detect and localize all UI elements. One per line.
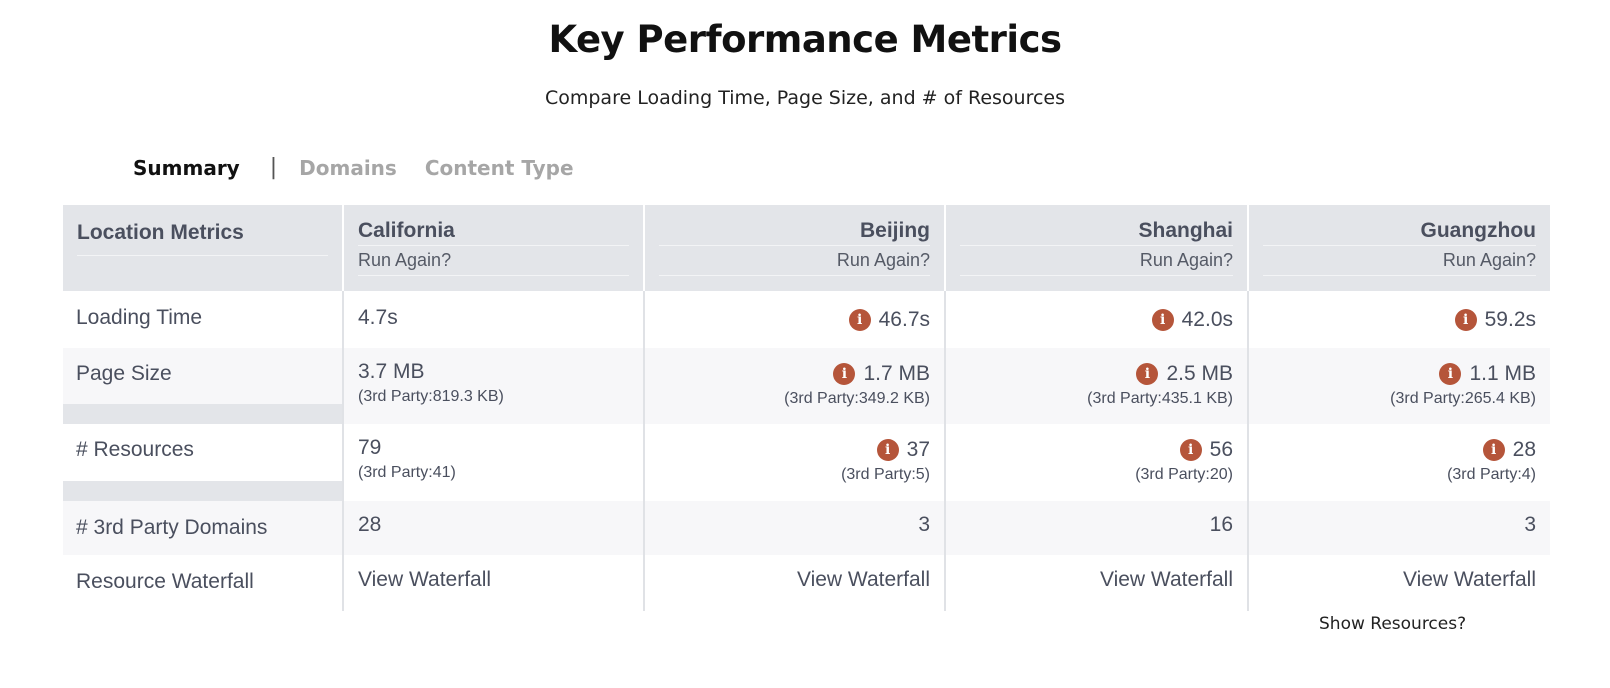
- cell-value: 2.5 MB: [1166, 362, 1233, 385]
- tab-summary[interactable]: Summary: [133, 155, 240, 180]
- warning-icon[interactable]: i: [1439, 363, 1462, 385]
- warning-icon[interactable]: i: [1179, 439, 1202, 461]
- cell-value: 42.0s: [1181, 308, 1233, 331]
- cell-value: 56: [1209, 438, 1233, 461]
- table-row-third-party-domains: # 3rd Party Domains 28 3 16 3: [63, 501, 1550, 555]
- cell-waterfall-shanghai: View Waterfall: [944, 555, 1248, 611]
- third-party-count: (3rd Party:41): [358, 464, 456, 481]
- run-again-link[interactable]: Run Again?: [960, 246, 1233, 276]
- cell-page-size-beijing: i 1.7 MB (3rd Party:349.2 KB): [643, 348, 945, 424]
- location-name: Shanghai: [960, 219, 1233, 246]
- warning-icon[interactable]: i: [876, 439, 899, 461]
- view-waterfall-link[interactable]: View Waterfall: [796, 568, 930, 591]
- cell-waterfall-beijing: View Waterfall: [643, 555, 945, 611]
- cell-domains-beijing: 3: [643, 501, 945, 555]
- tab-bar: Summary | Domains Content Type: [133, 155, 574, 180]
- row-label: # 3rd Party Domains: [63, 501, 343, 555]
- cell-resources-shanghai: i 56 (3rd Party:20): [944, 424, 1248, 501]
- header-guangzhou: Guangzhou Run Again?: [1247, 205, 1550, 291]
- run-again-link[interactable]: Run Again?: [1263, 246, 1536, 276]
- cell-value: 3.7 MB: [358, 360, 425, 383]
- row-label: Resource Waterfall: [63, 555, 343, 611]
- cell-resources-guangzhou: i 28 (3rd Party:4): [1247, 424, 1550, 501]
- third-party-count: (3rd Party:5): [841, 466, 930, 483]
- location-name: Beijing: [659, 219, 930, 246]
- cell-value: 1.7 MB: [863, 362, 930, 385]
- warning-icon[interactable]: i: [1151, 309, 1174, 331]
- cell-page-size-california: 3.7 MB (3rd Party:819.3 KB): [342, 348, 644, 424]
- page-title: Key Performance Metrics: [548, 18, 1062, 61]
- cell-domains-guangzhou: 3: [1247, 501, 1550, 555]
- row-label-band: [63, 404, 342, 424]
- third-party-size: (3rd Party:435.1 KB): [1087, 390, 1233, 407]
- row-label-cell: Page Size: [63, 348, 343, 424]
- warning-icon[interactable]: i: [1136, 363, 1159, 385]
- cell-waterfall-california: View Waterfall: [342, 555, 644, 611]
- location-name: Guangzhou: [1263, 219, 1536, 246]
- header-shanghai: Shanghai Run Again?: [944, 205, 1248, 291]
- row-label: # Resources: [76, 438, 194, 461]
- row-label-cell: # Resources: [63, 424, 343, 501]
- cell-loading-time-california: 4.7s: [342, 291, 644, 348]
- show-resources-link[interactable]: Show Resources?: [1319, 614, 1467, 634]
- cell-value: 4.7s: [358, 306, 398, 329]
- cell-value: 46.7s: [878, 308, 930, 331]
- cell-domains-california: 28: [342, 501, 644, 555]
- cell-page-size-guangzhou: i 1.1 MB (3rd Party:265.4 KB): [1247, 348, 1550, 424]
- cell-value: 79: [358, 436, 382, 459]
- cell-waterfall-guangzhou: View Waterfall: [1247, 555, 1550, 611]
- location-metrics-label: Location Metrics: [77, 219, 328, 256]
- table-row-resources: # Resources 79 (3rd Party:41) i 37 (3rd P…: [63, 424, 1550, 501]
- warning-icon[interactable]: i: [1454, 309, 1477, 331]
- cell-value: 37: [906, 438, 930, 461]
- cell-value: 59.2s: [1484, 308, 1536, 331]
- header-california: California Run Again?: [342, 205, 644, 291]
- cell-value: 16: [1209, 513, 1233, 536]
- tab-separator: |: [269, 155, 278, 180]
- warning-icon[interactable]: i: [1482, 439, 1505, 461]
- third-party-count: (3rd Party:4): [1447, 466, 1536, 483]
- third-party-size: (3rd Party:349.2 KB): [784, 390, 930, 407]
- header-location-metrics: Location Metrics: [63, 205, 343, 291]
- cell-value: 3: [918, 513, 930, 536]
- cell-loading-time-guangzhou: i 59.2s: [1247, 291, 1550, 348]
- warning-icon[interactable]: i: [848, 309, 871, 331]
- page-subtitle: Compare Loading Time, Page Size, and # o…: [544, 87, 1066, 109]
- tab-domains[interactable]: Domains: [299, 155, 397, 180]
- table-row-loading-time: Loading Time 4.7s i 46.7s i 42.0s i 59.2s: [63, 291, 1550, 348]
- table-row-resource-waterfall: Resource Waterfall View Waterfall View W…: [63, 555, 1550, 611]
- tab-content-type[interactable]: Content Type: [424, 155, 574, 180]
- view-waterfall-link[interactable]: View Waterfall: [1402, 568, 1536, 591]
- view-waterfall-link[interactable]: View Waterfall: [358, 568, 492, 591]
- row-label-band: [63, 481, 342, 501]
- cell-loading-time-shanghai: i 42.0s: [944, 291, 1248, 348]
- warning-icon[interactable]: i: [833, 363, 856, 385]
- run-again-link[interactable]: Run Again?: [358, 246, 629, 276]
- run-again-link[interactable]: Run Again?: [659, 246, 930, 276]
- cell-value: 3: [1524, 513, 1536, 536]
- header-beijing: Beijing Run Again?: [643, 205, 945, 291]
- cell-resources-beijing: i 37 (3rd Party:5): [643, 424, 945, 501]
- cell-value: 28: [358, 513, 382, 536]
- third-party-size: (3rd Party:265.4 KB): [1390, 390, 1536, 407]
- cell-loading-time-beijing: i 46.7s: [643, 291, 945, 348]
- row-label: Page Size: [76, 362, 172, 385]
- cell-domains-shanghai: 16: [944, 501, 1248, 555]
- cell-value: 28: [1512, 438, 1536, 461]
- third-party-count: (3rd Party:20): [1135, 466, 1233, 483]
- cell-value: 1.1 MB: [1469, 362, 1536, 385]
- metrics-table: Location Metrics California Run Again? B…: [63, 205, 1550, 611]
- row-label: Loading Time: [63, 291, 343, 348]
- view-waterfall-link[interactable]: View Waterfall: [1099, 568, 1233, 591]
- third-party-size: (3rd Party:819.3 KB): [358, 388, 504, 405]
- cell-page-size-shanghai: i 2.5 MB (3rd Party:435.1 KB): [944, 348, 1248, 424]
- cell-resources-california: 79 (3rd Party:41): [342, 424, 644, 501]
- table-header-row: Location Metrics California Run Again? B…: [63, 205, 1550, 291]
- location-name: California: [358, 219, 629, 246]
